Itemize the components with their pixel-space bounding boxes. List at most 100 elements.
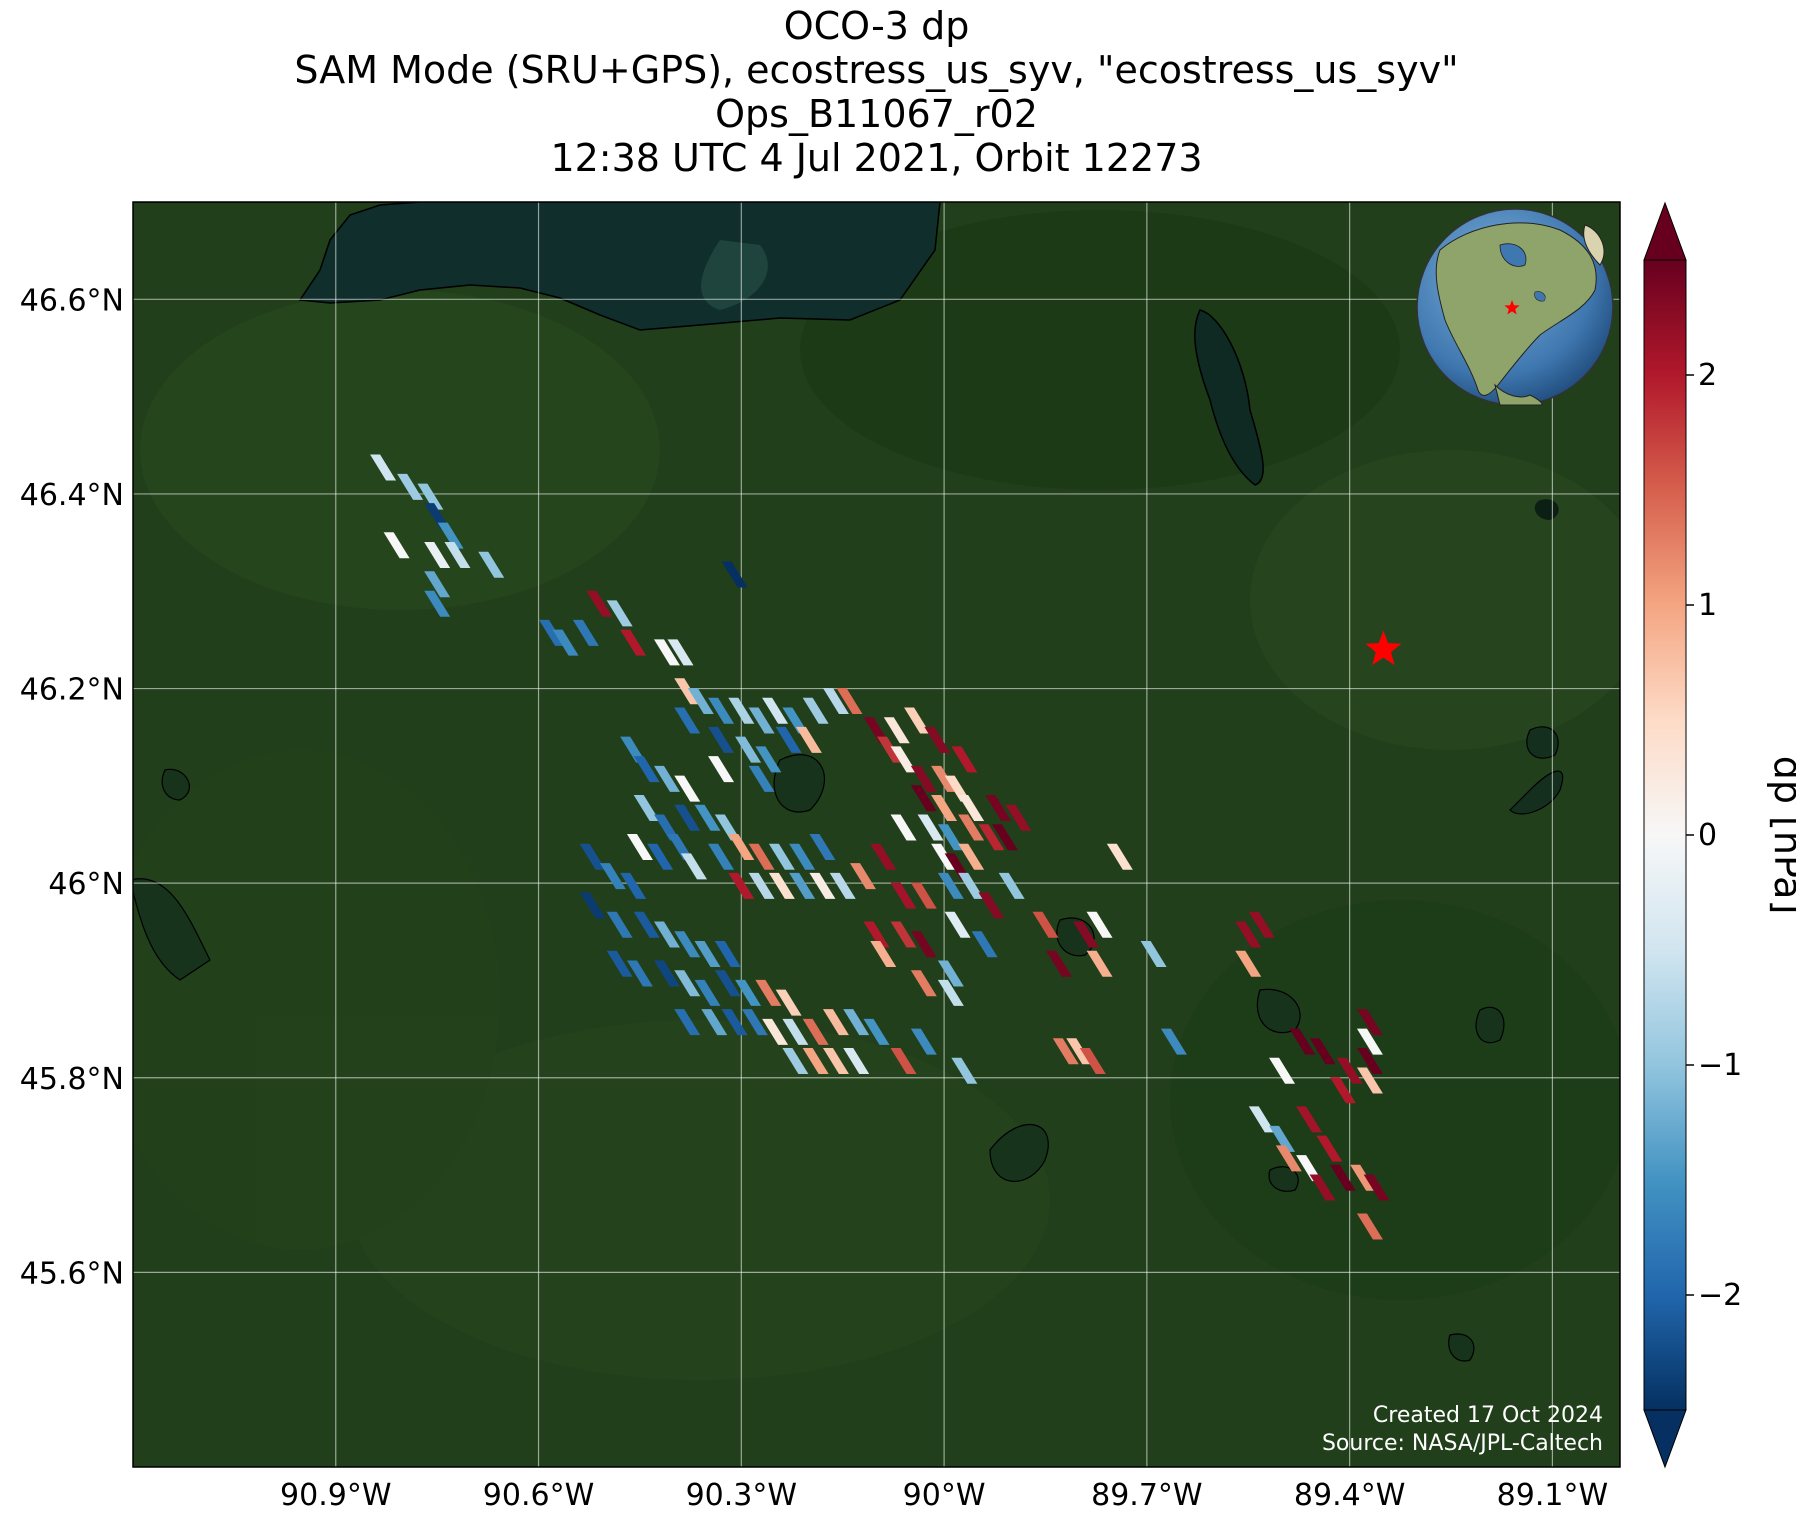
lat-tick-labels: 46.6°N 46.4°N 46.2°N 46°N 45.8°N 45.6°N [20, 283, 124, 1291]
sounding-footprint-132 [890, 921, 917, 948]
sounding-footprint-65 [674, 775, 701, 802]
lon-tick-label-0: 90.9°W [280, 1478, 391, 1513]
figure-title: OCO-3 dp SAM Mode (SRU+GPS), ecostress_u… [133, 4, 1620, 180]
lake-west-2 [161, 768, 191, 801]
sounding-footprint-87 [849, 863, 876, 890]
lon-tick-label-4: 89.7°W [1091, 1478, 1202, 1513]
sounding-footprint-146 [1086, 950, 1113, 977]
sounding-footprint-55 [937, 824, 964, 851]
sounding-footprint-84 [789, 872, 816, 899]
lake-gogebic [1194, 309, 1264, 486]
lat-tick-label-0: 46.6°N [20, 283, 124, 318]
colorbar-tick-label-1: 1 [1698, 588, 1717, 623]
sounding-footprint-76 [728, 833, 755, 860]
sounding-footprint-157 [1336, 1057, 1363, 1084]
sounding-footprint-102 [653, 921, 680, 948]
sounding-footprint-71 [626, 833, 653, 860]
sounding-footprint-33 [755, 746, 782, 773]
colorbar-tick-label-2: 0 [1698, 818, 1717, 853]
sounding-footprint-124 [863, 1018, 890, 1045]
sounding-footprint-116 [701, 1009, 728, 1036]
sounding-footprint-50 [958, 795, 985, 822]
target-star-icon [1365, 630, 1402, 665]
sounding-footprint-123 [843, 1009, 870, 1036]
sounding-footprint-169 [1309, 1174, 1336, 1201]
sounding-footprint-18 [653, 639, 680, 666]
sounding-footprint-134 [863, 921, 890, 948]
credit-source: Source: NASA/JPL-Caltech [1322, 1431, 1603, 1456]
sounding-footprint-16 [606, 600, 633, 627]
lat-tick-label-3: 46°N [48, 867, 124, 902]
credits: Created 17 Oct 2024 Source: NASA/JPL-Cal… [1322, 1403, 1603, 1456]
inset-globe [1416, 208, 1614, 406]
sounding-footprint-2 [417, 483, 444, 510]
sounding-footprint-140 [1052, 1038, 1079, 1065]
globe-south-america [1494, 383, 1543, 406]
sounding-footprint-149 [1160, 1028, 1187, 1055]
lon-tick-labels: 90.9°W 90.6°W 90.3°W 90°W 89.7°W 89.4°W 89.1°W [280, 1478, 1608, 1513]
sounding-footprint-137 [910, 970, 937, 997]
sounding-footprint-24 [728, 697, 755, 724]
sounding-footprint-170 [1329, 1164, 1356, 1191]
colorbar: 2 1 0 −1 −2 dp [hPa] [1643, 201, 1796, 1469]
sounding-footprint-100 [606, 911, 633, 938]
sounding-footprint-91 [937, 872, 964, 899]
sounding-footprint-10 [478, 551, 505, 578]
sounding-footprint-131 [951, 1057, 978, 1084]
sounding-footprint-12 [539, 619, 566, 646]
sounding-footprint-117 [721, 1009, 748, 1036]
sounding-footprint-64 [653, 765, 680, 792]
sounding-footprint-43 [890, 746, 917, 773]
sounding-footprint-155 [1289, 1028, 1316, 1055]
sounding-footprint-98 [620, 872, 647, 899]
sounding-footprint-163 [1248, 1106, 1275, 1133]
map-area: Created 17 Oct 2024 Source: NASA/JPL-Cal… [133, 202, 1620, 1467]
sounding-footprint-95 [944, 911, 971, 938]
sounding-footprint-48 [910, 785, 937, 812]
lake-se [1475, 1006, 1505, 1044]
sounding-footprint-152 [1248, 911, 1275, 938]
sounding-footprint-46 [931, 765, 958, 792]
gridlines [133, 202, 1620, 1467]
sounding-footprint-31 [708, 726, 735, 753]
sounding-footprint-77 [748, 843, 775, 870]
sounding-footprint-159 [1356, 1009, 1383, 1036]
sounding-footprint-45 [910, 765, 937, 792]
sounding-footprint-108 [653, 960, 680, 987]
sounding-footprint-54 [917, 814, 944, 841]
colorbar-extend-min [1643, 1409, 1687, 1469]
sounding-footprint-35 [795, 726, 822, 753]
colorbar-gradient [1643, 259, 1687, 1411]
map-frame [132, 201, 1621, 1468]
sounding-footprint-68 [674, 804, 701, 831]
sounding-footprint-173 [1356, 1213, 1383, 1240]
sounding-footprint-125 [782, 1048, 809, 1075]
sounding-footprint-136 [937, 960, 964, 987]
sounding-footprint-107 [626, 960, 653, 987]
sounding-footprint-138 [937, 979, 964, 1006]
sounding-footprint-147 [1086, 911, 1113, 938]
sounding-footprint-17 [620, 629, 647, 656]
sounding-footprint-153 [1235, 950, 1262, 977]
sounding-footprint-129 [890, 1048, 917, 1075]
sounding-footprint-103 [674, 931, 701, 958]
lake-east-2 [1526, 726, 1559, 759]
sounding-footprint-106 [606, 950, 633, 977]
sounding-footprint-15 [586, 590, 613, 617]
sounding-footprint-160 [1356, 1048, 1383, 1075]
sounding-footprint-145 [1073, 921, 1100, 948]
sounding-footprint-23 [708, 697, 735, 724]
sounding-footprint-52 [1005, 804, 1032, 831]
sounding-footprint-101 [633, 911, 660, 938]
lon-tick-label-2: 90.3°W [686, 1478, 797, 1513]
globe-hudson-bay [1499, 243, 1527, 267]
sounding-footprint-53 [890, 814, 917, 841]
sounding-footprint-154 [1269, 1057, 1296, 1084]
colorbar-extend-max [1643, 201, 1687, 261]
lake-center [773, 754, 826, 813]
sounding-footprint-44 [951, 746, 978, 773]
sounding-footprint-22 [674, 707, 701, 734]
sounding-footprint-59 [931, 843, 958, 870]
colorbar-tick-label-0: 2 [1698, 358, 1717, 393]
